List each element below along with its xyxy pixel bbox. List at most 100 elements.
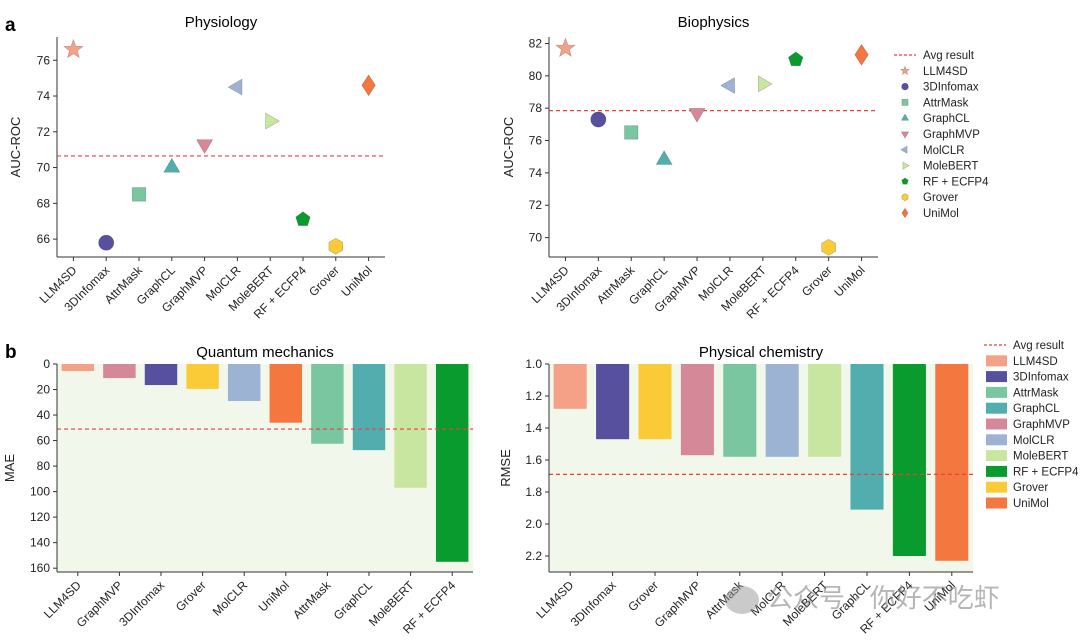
bar-rf-ecfp4 xyxy=(435,364,469,562)
y-tick-label: 72 xyxy=(37,125,51,139)
y-tick-label: 70 xyxy=(529,231,543,245)
y-tick-label: 78 xyxy=(529,101,543,115)
y-tick-label: 20 xyxy=(37,383,51,397)
bar-llm4sd xyxy=(553,364,587,409)
x-tick-label-molclr: MolCLR xyxy=(210,578,251,619)
watermark-text: 公众号 · 你好不吃虾 xyxy=(767,584,1000,614)
legend-item-graphmvp: GraphMVP xyxy=(986,418,1070,431)
marker-attrmask xyxy=(131,187,147,202)
marker-molebert xyxy=(758,75,773,93)
x-tick-label-attrmask: AttrMask xyxy=(290,578,334,622)
legend-label: UniMol xyxy=(923,208,959,220)
legend-label: Avg result xyxy=(1013,340,1065,352)
bar-graphmvp xyxy=(680,364,714,456)
chart-title: Physical chemistry xyxy=(699,344,824,361)
legend-label: MoleBERT xyxy=(923,161,978,173)
legend-item-unimol: UniMol xyxy=(901,207,959,220)
marker-3dinfomax xyxy=(98,234,115,251)
y-tick-label: 140 xyxy=(30,536,50,550)
legend-label: GraphCL xyxy=(1013,403,1060,415)
bar-graphcl xyxy=(352,364,386,451)
y-tick-label: 80 xyxy=(529,69,543,83)
legend-item-molebert: MoleBERT xyxy=(902,161,978,173)
x-tick-label-graphmvp: GraphMVP xyxy=(652,578,704,630)
y-tick-label: 76 xyxy=(37,53,51,67)
legend-swatch xyxy=(986,434,1007,446)
legend-swatch xyxy=(901,193,909,202)
legend-label: RF + ECFP4 xyxy=(1013,466,1079,478)
wechat-logo-icon xyxy=(725,585,759,614)
x-tick-label-grover: Grover xyxy=(173,578,209,614)
y-tick-label: 1.6 xyxy=(525,453,542,467)
legend-label: LLM4SD xyxy=(923,66,968,78)
legend-label: MolCLR xyxy=(1013,435,1055,447)
x-tick-label-3dinfomax: 3DInfomax xyxy=(116,578,167,629)
y-tick-label: 40 xyxy=(37,408,51,422)
bar-attrmask xyxy=(723,364,757,457)
y-tick-label: 1.2 xyxy=(525,389,542,403)
y-axis-label: AUC-ROC xyxy=(501,117,516,178)
legend-label: Grover xyxy=(923,192,958,204)
legend-item-avg-result: Avg result xyxy=(894,50,975,62)
legend-swatch xyxy=(901,207,909,219)
marker-unimol xyxy=(854,43,869,66)
legend-swatch xyxy=(986,386,1007,398)
bar-molebert xyxy=(394,364,427,488)
legend-swatch xyxy=(986,371,1007,383)
bar-llm4sd xyxy=(61,364,95,372)
legend: Avg result LLM4SD 3DInfomax AttrMask GraphCL… xyxy=(894,50,989,220)
y-tick-label: 1.8 xyxy=(525,485,542,499)
legend-swatch xyxy=(986,402,1007,414)
x-tick-label-llm4sd: LLM4SD xyxy=(41,578,84,621)
legend-item-avg-result: Avg result xyxy=(984,340,1065,352)
y-tick-label: 74 xyxy=(37,89,51,103)
bar-rf-ecfp4 xyxy=(892,364,926,556)
quantum-mechanics-chart: Quantum mechanicsLLM4SDGraphMVP3DInfomax… xyxy=(2,344,473,636)
bar-3dinfomax xyxy=(144,364,178,386)
marker-llm4sd xyxy=(555,37,576,58)
legend-swatch xyxy=(901,82,909,91)
marker-rf-ecfp4 xyxy=(788,51,804,67)
x-tick-label-unimol: UniMol xyxy=(338,263,374,299)
legend-label: 3DInfomax xyxy=(1013,372,1069,384)
y-tick-label: 160 xyxy=(30,561,50,575)
chart-title: Biophysics xyxy=(678,14,750,31)
legend-item-llm4sd: LLM4SD xyxy=(899,65,968,78)
y-axis-label: AUC-ROC xyxy=(8,117,23,178)
biophysics-chart: Biophysics 70 72 74 76 78 80 82 AUC-ROC LLM4SD 3DI… xyxy=(501,14,989,321)
panel-label-a: a xyxy=(5,15,16,36)
legend-label: Avg result xyxy=(923,50,975,62)
x-tick-label-grover: Grover xyxy=(799,263,835,299)
marker-molclr xyxy=(720,77,735,95)
legend-swatch xyxy=(986,450,1007,462)
panel-label-b: b xyxy=(5,342,17,363)
bar-3dinfomax xyxy=(596,364,630,440)
legend-label: AttrMask xyxy=(1013,387,1059,399)
legend-item-3dinfomax: 3DInfomax xyxy=(901,82,979,94)
legend-item-unimol: UniMol xyxy=(986,497,1049,510)
marker-grover xyxy=(328,237,343,255)
legend-label: AttrMask xyxy=(923,97,969,109)
y-tick-label: 1.4 xyxy=(525,421,542,435)
legend-swatch xyxy=(986,418,1007,430)
x-tick-label-unimol: UniMol xyxy=(256,578,292,614)
y-tick-label: 76 xyxy=(529,134,543,148)
legend-item-graphmvp: GraphMVP xyxy=(900,129,980,141)
chart-title: Quantum mechanics xyxy=(196,344,334,361)
legend-item-attrmask: AttrMask xyxy=(986,386,1059,399)
legend-swatch xyxy=(901,99,909,106)
legend-item-rf-ecfp4: RF + ECFP4 xyxy=(901,176,989,188)
legend-item-molclr: MolCLR xyxy=(986,434,1055,447)
legend-item-grover: Grover xyxy=(986,481,1048,494)
legend-item-graphcl: GraphCL xyxy=(900,113,970,125)
legend-item-molclr: MolCLR xyxy=(900,145,965,157)
y-tick-label: 2.2 xyxy=(525,549,542,563)
marker-molclr xyxy=(227,78,243,96)
marker-attrmask xyxy=(624,125,639,140)
physiology-chart: Physiology666870727476AUC-ROCLLM4SD3DInf… xyxy=(8,14,385,321)
marker-3dinfomax xyxy=(590,111,607,128)
legend-swatch xyxy=(986,465,1007,477)
legend-label: 3DInfomax xyxy=(923,82,979,94)
marker-graphcl xyxy=(655,150,673,165)
legend-swatch xyxy=(902,161,910,170)
